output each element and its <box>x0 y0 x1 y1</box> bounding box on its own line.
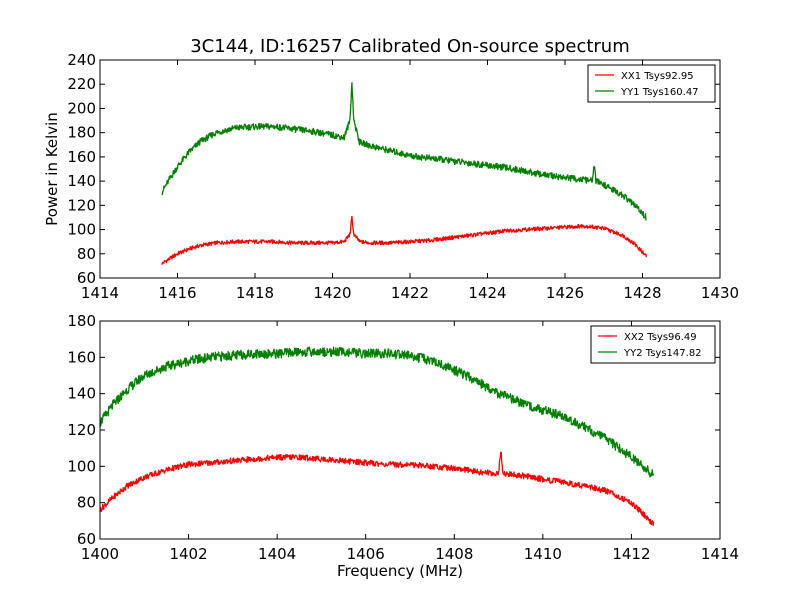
x-tick-label: 1400 <box>81 545 119 563</box>
y-axis-label: Power in Kelvin <box>43 112 61 226</box>
x-tick-label: 1404 <box>258 545 296 563</box>
legend-entry-label: XX1 Tsys92.95 <box>621 71 694 82</box>
x-tick-label: 1402 <box>169 545 207 563</box>
x-tick-label: 1428 <box>623 284 661 302</box>
y-tick-label: 180 <box>67 124 96 142</box>
y-tick-label: 240 <box>67 51 96 69</box>
y-tick-label: 160 <box>67 348 96 366</box>
x-tick-label: 1422 <box>391 284 429 302</box>
y-tick-label: 100 <box>67 457 96 475</box>
x-tick-label: 1412 <box>612 545 650 563</box>
x-tick-label: 1414 <box>701 545 739 563</box>
series-line-xx2 <box>100 451 655 527</box>
y-tick-label: 140 <box>67 385 96 403</box>
x-tick-label: 1424 <box>468 284 506 302</box>
x-tick-label: 1408 <box>435 545 473 563</box>
y-tick-label: 120 <box>67 421 96 439</box>
y-tick-label: 220 <box>67 75 96 93</box>
top-plot-panel: 1414 1416 1418 1420 1422 1424 1426 1428 1430 60 80… <box>43 36 739 302</box>
legend: XX1 Tsys92.95 YY1 Tsys160.47 <box>587 64 716 103</box>
x-tick-label: 1430 <box>701 284 739 302</box>
chart-title: 3C144, ID:16257 Calibrated On-source spe… <box>190 36 630 57</box>
y-tick-label: 120 <box>67 196 96 214</box>
legend-entry-label: XX2 Tsys96.49 <box>624 332 697 343</box>
x-tick-label: 1416 <box>158 284 196 302</box>
x-tick-label: 1410 <box>524 545 562 563</box>
x-axis-label: Frequency (MHz) <box>337 562 463 580</box>
y-tick-label: 60 <box>77 530 96 548</box>
y-tick-label: 60 <box>77 269 96 287</box>
legend-entry-label: YY1 Tsys160.47 <box>620 87 699 98</box>
y-tick-label: 140 <box>67 172 96 190</box>
series-line-yy1 <box>161 82 647 221</box>
y-tick-label: 80 <box>77 494 96 512</box>
legend-box <box>590 325 716 364</box>
x-tick-label: 1418 <box>236 284 274 302</box>
legend-box <box>587 64 716 103</box>
series-line-xx1 <box>161 215 648 265</box>
y-tick-label: 180 <box>67 312 96 330</box>
y-tick-label: 200 <box>67 99 96 117</box>
bottom-plot-panel: 1400 1402 1404 1406 1408 1410 1412 1414 60 80 100 1… <box>67 312 739 580</box>
x-tick-label: 1406 <box>347 545 385 563</box>
y-tick-label: 100 <box>67 221 96 239</box>
series-line-yy2 <box>100 346 655 478</box>
legend-entry-label: YY2 Tsys147.82 <box>623 348 702 359</box>
x-tick-label: 1420 <box>313 284 351 302</box>
legend: XX2 Tsys96.49 YY2 Tsys147.82 <box>590 325 716 364</box>
x-tick-label: 1426 <box>546 284 584 302</box>
y-tick-label: 80 <box>77 245 96 263</box>
y-tick-label: 160 <box>67 148 96 166</box>
x-tick-label: 1414 <box>81 284 119 302</box>
